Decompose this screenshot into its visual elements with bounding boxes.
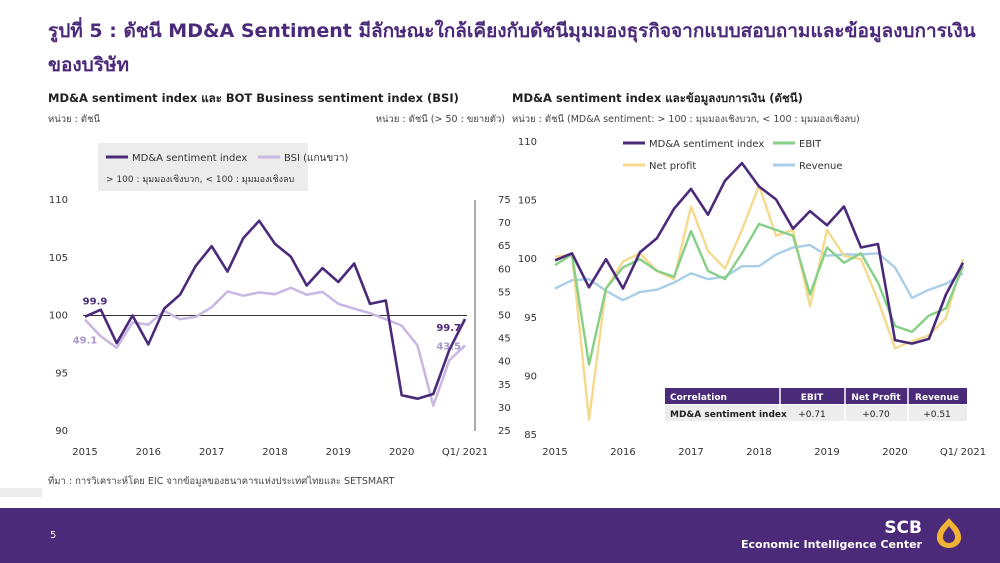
left-legend-box (98, 143, 308, 191)
series-line-revenue (554, 243, 964, 302)
legend-label-mda-r: MD&A sentiment index (649, 139, 764, 150)
legend-label-bsi: BSI (แกนขวา) (284, 153, 348, 164)
y-tick-label: 90 (524, 371, 537, 382)
series-line-netprofit (554, 184, 965, 421)
y2-tick-label: 60 (498, 264, 511, 275)
page-number: 5 (50, 530, 57, 541)
table-header-correlation: Correlation (670, 393, 727, 403)
table-cell-revenue: +0.51 (923, 410, 951, 420)
x-tick-label: Q1/ 2021 (442, 447, 488, 458)
series-line-ebit (554, 222, 965, 366)
right-chart: 85 90 95 100 105 110 2015 2016 2017 2018 2019 2020 Q… (518, 137, 986, 458)
left-unit-right-label: หน่วย : ดัชนี (> 50 : ขยายตัว) (375, 114, 505, 125)
x-tick-label: 2017 (678, 447, 703, 458)
table-header-netprofit: Net Profit (851, 393, 901, 403)
x-tick-label: Q1/ 2021 (940, 447, 986, 458)
x-tick-label: 2020 (882, 447, 907, 458)
y2-tick-label: 30 (498, 403, 511, 414)
y-tick-label: 85 (524, 430, 537, 441)
y2-tick-label: 75 (498, 195, 511, 206)
legend-label-revenue: Revenue (799, 161, 843, 172)
left-chart: MD&A sentiment index BSI (แกนขวา) > 100 … (49, 143, 511, 458)
table-header-ebit: EBIT (801, 393, 824, 403)
y2-tick-label: 35 (498, 380, 511, 391)
x-tick-label: 2017 (199, 447, 224, 458)
brand-subtitle: Economic Intelligence Center (740, 538, 922, 551)
table-cell-netprofit: +0.70 (862, 410, 890, 420)
legend-label-ebit: EBIT (799, 139, 822, 150)
series-line-mda (84, 219, 467, 401)
source-note: ที่มา : การวิเคราะห์โดย EIC จากข้อมูลของ… (48, 476, 395, 487)
right-unit-label: หน่วย : ดัชนี (MD&A sentiment: > 100 : ม… (512, 114, 860, 125)
table-cell-ebit: +0.71 (798, 410, 826, 420)
x-tick-label: 2018 (746, 447, 771, 458)
table-cell-index: MD&A sentiment index (670, 410, 787, 420)
scb-logo-icon (936, 518, 962, 548)
y-tick-label: 95 (55, 368, 68, 379)
x-tick-label: 2019 (326, 447, 351, 458)
y2-tick-label: 70 (498, 218, 511, 229)
legend-label-netprofit: Net profit (649, 161, 696, 172)
y-tick-label: 110 (49, 195, 68, 206)
left-unit-label: หน่วย : ดัชนี (48, 114, 101, 125)
y2-tick-label: 25 (498, 426, 511, 437)
data-label: 43.5 (436, 342, 461, 353)
y-tick-label: 100 (518, 254, 537, 265)
x-tick-label: 2019 (814, 447, 839, 458)
left-chart-subtitle: MD&A sentiment index และ BOT Business se… (48, 91, 459, 105)
table-header-revenue: Revenue (915, 393, 959, 403)
page-title: รูปที่ 5 : ดัชนี MD&A Sentiment มีลักษณะ… (48, 20, 976, 76)
x-tick-label: 2018 (262, 447, 287, 458)
y-tick-label: 105 (49, 253, 68, 264)
left-legend-note: > 100 : มุมมองเชิงบวก, < 100 : มุมมองเชิ… (106, 174, 294, 185)
y-tick-label: 110 (518, 137, 537, 148)
data-label: 49.1 (73, 336, 98, 347)
x-tick-label: 2015 (542, 447, 567, 458)
x-tick-label: 2016 (610, 447, 635, 458)
y2-tick-label: 55 (498, 287, 511, 298)
x-tick-label: 2015 (72, 447, 97, 458)
y2-tick-label: 65 (498, 241, 511, 252)
data-label: 99.7 (436, 323, 461, 334)
y-tick-label: 90 (55, 426, 68, 437)
brand-name: SCB (884, 518, 922, 538)
right-chart-subtitle: MD&A sentiment index และข้อมูลงบการเงิน … (512, 91, 803, 105)
y-tick-label: 95 (524, 313, 537, 324)
series-line-bsi (84, 286, 466, 407)
legend-label-mda: MD&A sentiment index (132, 153, 247, 164)
data-label: 99.9 (83, 297, 108, 308)
y-tick-label: 100 (49, 311, 68, 322)
y2-tick-label: 50 (498, 311, 511, 322)
series-line-mda-r (554, 161, 965, 345)
x-tick-label: 2020 (389, 447, 414, 458)
footer-bar (0, 508, 1000, 563)
x-tick-label: 2016 (136, 447, 161, 458)
y-tick-label: 105 (518, 196, 537, 207)
side-accent-bar (0, 488, 42, 497)
y2-tick-label: 40 (498, 357, 511, 368)
y2-tick-label: 45 (498, 334, 511, 345)
correlation-table: Correlation EBIT Net Profit Revenue MD&A… (665, 388, 967, 421)
